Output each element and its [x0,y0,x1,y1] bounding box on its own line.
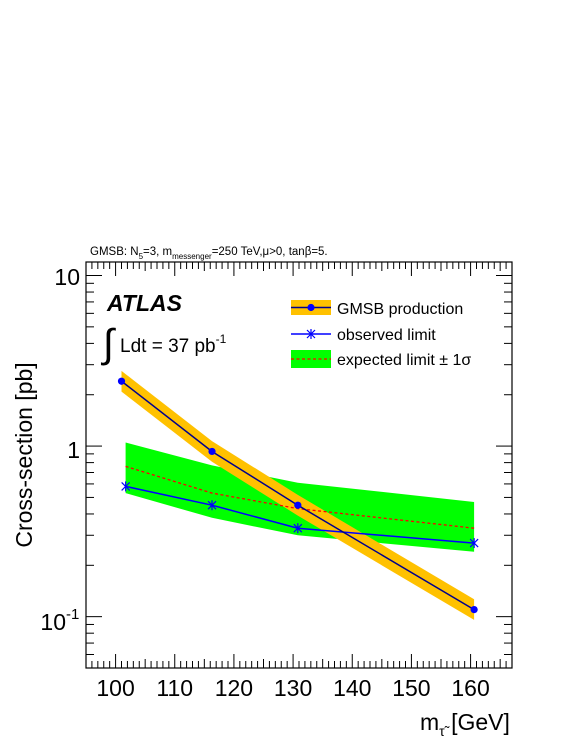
legend-observed-marker [306,329,316,339]
legend-entry-expected-limit: expected limit ± 1σ [291,350,471,369]
expected-limit-line [125,465,475,529]
y-tick-label-0.1: 10 [40,609,66,635]
x-tick-label: 110 [156,675,193,701]
x-tick-label: 150 [392,675,430,701]
lines-layer [117,377,479,614]
bands-layer [121,370,475,620]
gmsb-production-marker [470,605,478,614]
luminosity-label: Ldt = 37 pb-1 [120,332,227,357]
axes-layer: 100 110 120 130 140 150 160 [86,262,512,701]
x-tick-label: 140 [333,675,371,701]
x-tick-label: 100 [96,675,134,701]
x-tick-label: 120 [215,675,253,701]
gmsb-production-marker [117,377,126,385]
gmsb-production-marker [294,501,302,509]
legend-gmsb-marker [307,303,315,312]
legend-expected-label: expected limit ± 1σ [337,352,471,369]
observed-limit-marker [121,481,131,492]
observed-limit-marker [207,500,217,511]
legend: GMSB production observed limit expected … [291,300,471,369]
y-axis-title: Cross-section [pb] [11,362,37,547]
model-parameters-header: GMSB: N5=3, mmessenger=250 TeV,μ>0, tanβ… [90,246,328,261]
x-tick-label: 160 [451,675,489,701]
y-tick-label-1: 1 [67,437,80,463]
observed-limit-line [125,485,475,544]
legend-entry-gmsb-production: GMSB production [291,300,463,318]
atlas-label: ATLAS [106,290,183,316]
y-tick-label-0.1-exponent: -1 [66,606,79,623]
legend-gmsb-label: GMSB production [337,301,463,318]
legend-expected-band-swatch [291,350,331,368]
legend-entry-observed-limit: observed limit [291,327,436,344]
luminosity-integral-sign: ∫ [101,322,117,366]
y-tick-label-10: 10 [54,264,80,290]
legend-observed-label: observed limit [337,327,436,344]
gmsb-production-line [121,380,475,611]
x-tick-label: 130 [274,675,312,701]
gmsb-production-marker [208,447,216,456]
observed-limit-marker [293,523,303,534]
x-axis-title: mτ̃ [GeV] [420,709,510,739]
observed-limit-marker [469,538,479,549]
